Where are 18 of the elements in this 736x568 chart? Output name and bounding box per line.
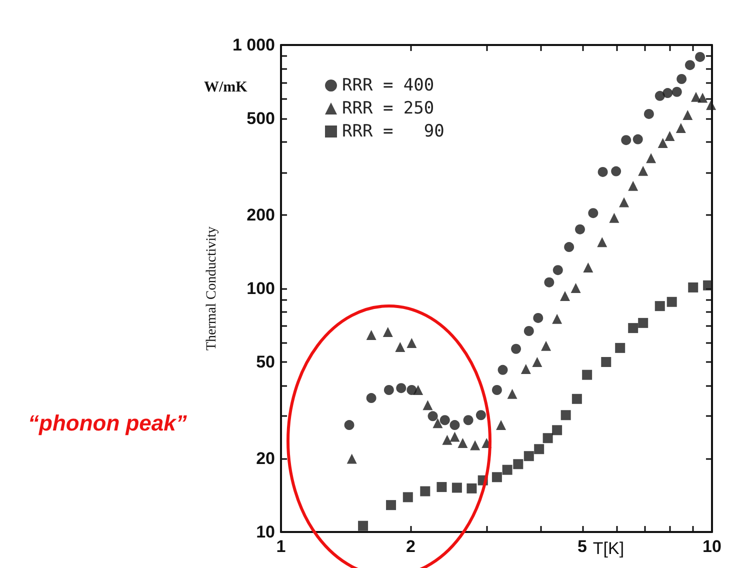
y-tick-label: 50	[256, 352, 275, 372]
legend-label: RRR = 400	[342, 76, 434, 96]
y-tick-label: 20	[256, 449, 275, 468]
legend-label: RRR = 250	[342, 98, 434, 118]
x-tick-label: 5	[578, 537, 587, 556]
y-tick-label: 200	[246, 206, 275, 225]
text: “phonon peak”	[28, 410, 187, 436]
legend-label: RRR = 90	[342, 122, 444, 142]
y-axis-title: Thermal Conductivity	[204, 226, 220, 351]
text: W/mK	[204, 80, 248, 96]
x-tick-label: 10	[702, 537, 722, 556]
x-axis-title: T[K]	[592, 539, 624, 558]
y-tick-label: 10	[256, 522, 275, 542]
y-tick-label: 100	[246, 279, 275, 298]
y-tick-label: 500	[246, 108, 275, 128]
x-tick-label: 2	[406, 537, 416, 556]
y-tick-label: 1 000	[232, 36, 275, 54]
x-tick-label: 1	[276, 537, 286, 556]
